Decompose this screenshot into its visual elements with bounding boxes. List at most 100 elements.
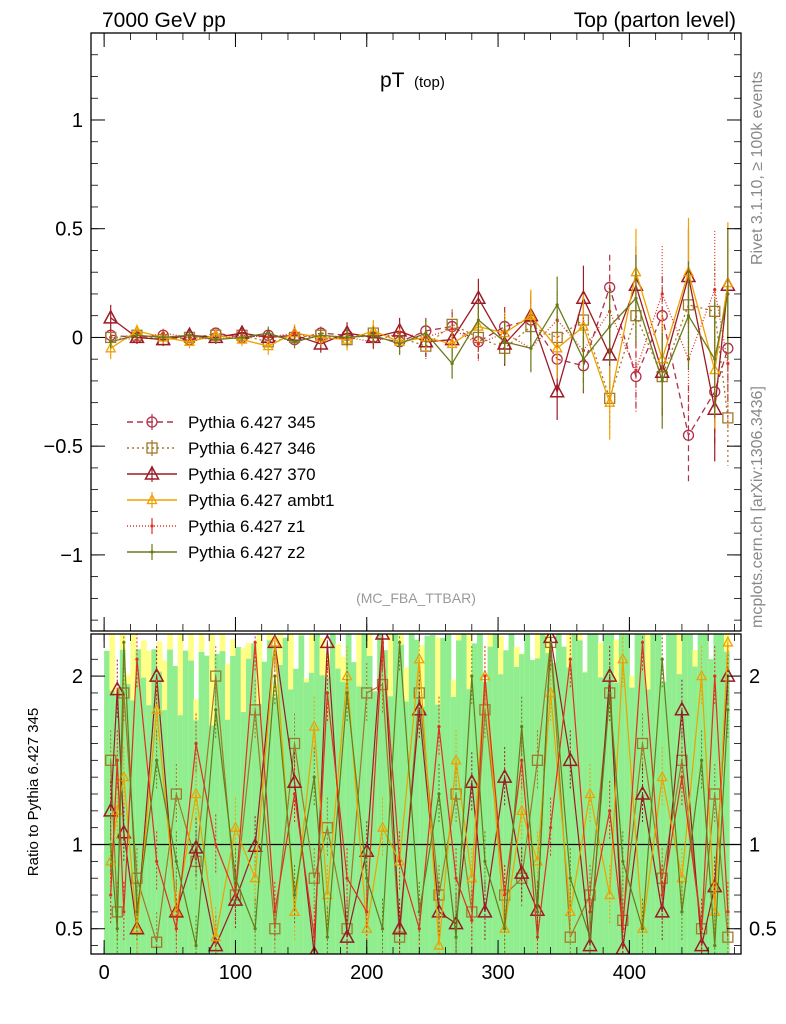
data-point	[292, 331, 297, 335]
ratio-point	[115, 927, 119, 931]
ratio-point	[122, 640, 126, 645]
ratio-point	[450, 753, 462, 765]
ratio-point	[109, 842, 113, 847]
ratio-band-inner	[681, 634, 688, 954]
ratio-band-inner	[214, 653, 221, 954]
ratio-point	[564, 931, 576, 943]
ratio-point	[531, 754, 544, 766]
data-point	[102, 309, 119, 324]
ratio-point	[454, 876, 458, 880]
mcplots-label: mcplots.cern.ch [arXiv:1306.3436]	[749, 386, 766, 628]
ratio-band-inner	[592, 634, 599, 954]
ratio-point	[361, 922, 373, 933]
ratio-band-inner	[471, 643, 478, 954]
ratio-point	[513, 864, 530, 879]
ratio-point	[345, 691, 349, 695]
data-point	[424, 331, 428, 335]
ratio-band-inner	[582, 672, 588, 954]
title-main: pT	[380, 69, 405, 92]
data-point	[214, 338, 218, 342]
ratio-band-inner	[482, 681, 489, 954]
ratio-band-inner	[629, 687, 636, 954]
ratio-point	[321, 888, 333, 900]
ratio-band-inner	[224, 719, 231, 954]
ratio-band-inner	[545, 653, 552, 954]
data-point	[476, 342, 480, 346]
data-point	[634, 368, 638, 372]
ratio-band-inner	[576, 640, 583, 954]
ratio-point	[520, 725, 524, 729]
ratio-point	[380, 640, 385, 645]
ratio-point	[413, 652, 425, 664]
data-point	[371, 333, 375, 337]
ratio-band-inner	[387, 696, 394, 954]
ratio-point	[548, 640, 553, 645]
ratio-point	[464, 773, 480, 788]
data-point	[105, 341, 117, 353]
ratio-point	[437, 725, 441, 729]
ratio-point	[470, 918, 474, 922]
ratio-y-tick-label-right: 2	[749, 666, 760, 688]
title-sub: (top)	[414, 74, 445, 91]
legend-label: Pythia 6.427 346	[188, 439, 316, 458]
ratio-band-inner	[723, 651, 730, 954]
data-point	[161, 335, 165, 340]
data-point	[319, 333, 323, 337]
ratio-band-inner	[172, 665, 179, 954]
ratio-point	[253, 927, 257, 931]
ratio-point	[417, 927, 421, 931]
legend-label: Pythia 6.427 z2	[188, 543, 305, 562]
ratio-band-inner	[167, 649, 173, 954]
data-point	[503, 340, 507, 344]
ratio-point	[516, 804, 528, 815]
x-tick-label: 400	[613, 962, 646, 984]
ratio-point	[713, 943, 717, 948]
ratio-point	[325, 691, 329, 695]
ratio-band-inner	[456, 640, 462, 954]
ratio-band-inner	[293, 668, 299, 954]
ratio-point	[608, 691, 612, 695]
ratio-point	[496, 768, 513, 783]
ratio-band-inner	[146, 705, 152, 954]
main-frame	[90, 32, 742, 632]
ratio-point	[584, 787, 596, 799]
ratio-band-inner	[361, 634, 368, 954]
ratio-point	[454, 935, 458, 939]
ratio-point	[129, 920, 145, 935]
ratio-point	[170, 788, 183, 800]
y-tick-label: 1	[72, 110, 83, 132]
ratio-point	[214, 842, 218, 847]
ratio-band-inner	[634, 634, 641, 954]
ratio-point	[273, 674, 277, 678]
ratio-point	[693, 937, 710, 952]
data-point	[713, 287, 717, 292]
ratio-band-inner	[624, 634, 630, 954]
data-point	[726, 292, 730, 296]
ratio-band-inner	[266, 640, 273, 954]
ratio-band-inner	[188, 660, 194, 954]
data-point	[292, 340, 297, 344]
ratio-band-inner	[597, 677, 604, 954]
ratio-point	[118, 770, 130, 782]
ratio-band-inner	[308, 672, 315, 954]
ratio-y-tick-label: 1	[72, 835, 83, 857]
y-tick-label: −0.5	[44, 436, 83, 458]
ratio-point	[135, 657, 139, 661]
ratio-point	[253, 640, 257, 645]
ratio-band-inner	[109, 690, 116, 954]
ratio-band-inner	[440, 637, 447, 954]
ratio-band-inner	[104, 650, 110, 954]
ratio-band-inner	[240, 712, 247, 954]
ratio-point	[194, 943, 198, 948]
ratio-point	[214, 708, 218, 712]
ratio-point	[397, 640, 402, 645]
ratio-ylabel: Ratio to Pythia 6.427 345	[25, 708, 42, 876]
ratio-band-inner	[650, 634, 657, 954]
header-left: 7000 GeV pp	[102, 9, 226, 32]
ratio-band-inner	[666, 634, 672, 954]
data-point	[555, 303, 559, 307]
ratio-point	[109, 681, 126, 696]
legend-marker	[150, 550, 154, 554]
ratio-point	[229, 821, 242, 832]
ratio-band-inner	[414, 639, 420, 954]
